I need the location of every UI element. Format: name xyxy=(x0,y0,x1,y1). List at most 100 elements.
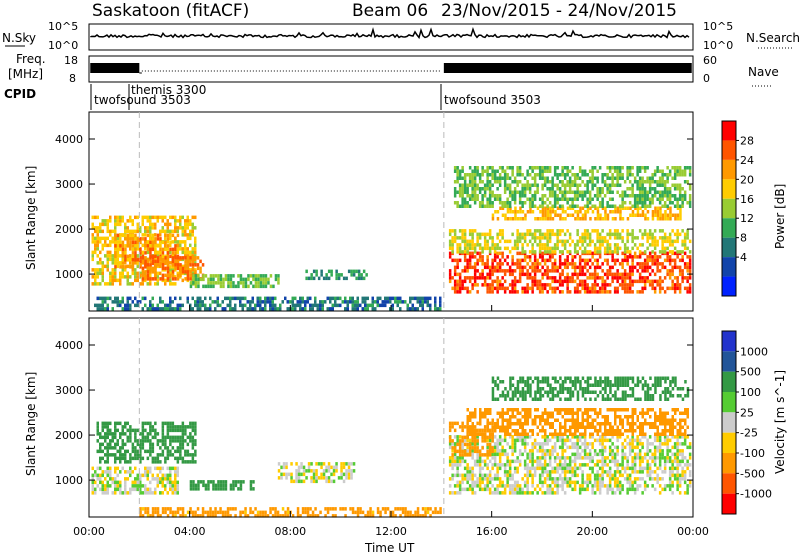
heatmap-cell xyxy=(96,271,99,276)
heatmap-cell xyxy=(593,452,597,457)
heatmap-cell xyxy=(181,226,184,230)
heatmap-cell xyxy=(568,190,572,194)
heatmap-cell xyxy=(513,480,517,485)
heatmap-cell xyxy=(391,303,394,308)
heatmap-cell xyxy=(496,449,499,453)
heatmap-cell xyxy=(563,190,567,194)
heatmap-cell xyxy=(506,452,509,457)
heatmap-cell xyxy=(471,452,474,457)
heatmap-cell xyxy=(586,173,589,177)
heatmap-cell xyxy=(678,183,682,187)
heatmap-cell xyxy=(126,421,129,426)
heatmap-cell xyxy=(628,255,632,259)
heatmap-cell xyxy=(399,514,402,518)
heatmap-cell xyxy=(216,300,219,304)
heatmap-cell xyxy=(588,456,592,460)
heatmap-cell xyxy=(114,258,117,262)
heatmap-cell xyxy=(566,239,569,244)
heatmap-cell xyxy=(651,269,654,273)
heatmap-cell xyxy=(310,462,313,466)
heatmap-cell xyxy=(639,206,642,210)
heatmap-cell xyxy=(663,173,667,177)
heatmap-cell xyxy=(673,251,677,256)
heatmap-cell xyxy=(573,269,577,273)
heatmap-cell xyxy=(576,480,579,485)
heatmap-cell xyxy=(488,272,492,277)
heatmap-cell xyxy=(468,279,472,284)
heatmap-cell xyxy=(456,279,459,284)
heatmap-cell xyxy=(481,487,484,492)
heatmap-cell xyxy=(681,276,684,280)
heatmap-cell xyxy=(641,183,644,187)
heatmap-cell xyxy=(558,232,562,237)
heatmap-cell xyxy=(531,194,534,198)
heatmap-cell xyxy=(181,510,185,515)
heatmap-cell xyxy=(146,215,149,220)
heatmap-cell xyxy=(149,453,152,457)
heatmap-cell xyxy=(106,487,109,492)
heatmap-cell xyxy=(106,303,109,308)
heatmap-cell xyxy=(104,300,107,304)
heatmap-cell xyxy=(154,247,157,252)
heatmap-cell xyxy=(616,210,620,214)
heatmap-cell xyxy=(543,169,547,173)
heatmap-cell xyxy=(526,286,529,291)
heatmap-cell xyxy=(166,446,170,450)
heatmap-cell xyxy=(636,290,639,294)
heatmap-cell xyxy=(518,438,522,443)
heatmap-cell xyxy=(563,449,567,453)
heatmap-cell xyxy=(161,453,165,457)
heatmap-cell xyxy=(483,279,487,284)
heatmap-cell xyxy=(511,452,514,457)
heatmap-cell xyxy=(458,435,462,439)
heatmap-cell xyxy=(340,462,343,466)
heatmap-cell xyxy=(259,514,262,518)
heatmap-cell xyxy=(596,272,599,277)
heatmap-cell xyxy=(593,272,597,277)
heatmap-cell xyxy=(533,473,537,478)
heatmap-cell xyxy=(224,480,228,484)
heatmap-cell xyxy=(212,480,215,484)
heatmap-cell xyxy=(325,276,328,281)
heatmap-cell xyxy=(171,263,175,267)
heatmap-cell xyxy=(599,217,602,221)
heatmap-cell xyxy=(613,229,617,233)
heatmap-cell xyxy=(116,487,119,492)
heatmap-cell xyxy=(194,215,197,220)
heatmap-cell xyxy=(332,472,336,477)
heatmap-cell xyxy=(623,279,627,284)
heatmap-cell xyxy=(503,487,507,492)
heatmap-cell xyxy=(181,247,184,251)
heatmap-cell xyxy=(171,273,175,278)
heatmap-cell xyxy=(159,466,162,471)
heatmap-cell xyxy=(471,194,474,198)
heatmap-cell xyxy=(174,263,177,267)
heatmap-cell xyxy=(478,204,482,208)
heatmap-cell xyxy=(124,268,127,272)
heatmap-cell xyxy=(523,176,527,180)
heatmap-cell xyxy=(553,466,557,471)
heatmap-cell xyxy=(473,262,477,266)
heatmap-cell xyxy=(121,219,124,223)
heatmap-cell xyxy=(468,470,472,474)
heatmap-cell xyxy=(365,273,368,277)
heatmap-cell xyxy=(94,240,97,244)
heatmap-cell xyxy=(688,276,692,280)
heatmap-cell xyxy=(528,250,532,254)
heatmap-cell xyxy=(342,462,346,466)
heatmap-cell xyxy=(543,435,547,439)
heatmap-cell xyxy=(516,239,519,244)
heatmap-cell xyxy=(551,445,554,450)
heatmap-cell xyxy=(483,246,487,251)
heatmap-cell xyxy=(154,277,157,281)
heatmap-cell xyxy=(192,281,195,285)
heatmap-cell xyxy=(169,273,172,278)
heatmap-cell xyxy=(598,236,602,240)
heatmap-cell xyxy=(646,194,649,198)
heatmap-cell xyxy=(616,452,619,457)
heatmap-cell xyxy=(91,250,94,255)
heatmap-cell xyxy=(646,255,649,259)
heatmap-cell xyxy=(576,473,579,478)
heatmap-cell xyxy=(350,273,353,277)
heatmap-cell xyxy=(414,307,417,311)
